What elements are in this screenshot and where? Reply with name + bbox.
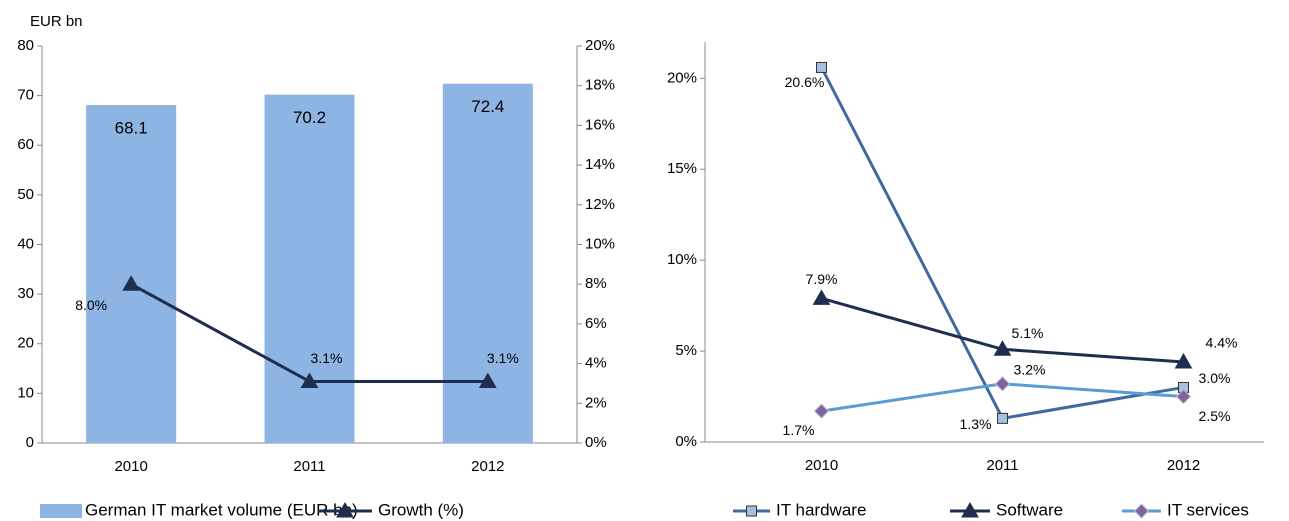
x-tick-label: 2011 [293,458,325,475]
marker [300,372,319,388]
bar [86,105,177,444]
value-label: 4.4% [1206,335,1238,351]
x-tick-label: 2012 [1167,457,1200,474]
y-tick-label: 10% [667,251,697,268]
y-tick-label: 20 [17,335,34,352]
legend-label: Growth (%) [378,500,464,519]
value-label: 1.3% [960,416,992,432]
y2-tick-label: 6% [585,315,607,332]
y-tick-label: 30 [17,285,34,302]
value-label: 7.9% [806,271,838,287]
value-label: 3.1% [487,350,519,366]
value-label: 3.2% [1014,362,1046,378]
x-tick-label: 2010 [805,457,838,474]
value-label: 5.1% [1012,325,1044,341]
y-tick-label: 0 [26,434,34,451]
value-label: 68.1 [115,119,148,138]
legend-label: German IT market volume (EUR bn) [85,500,358,519]
marker [994,376,1011,392]
marker [993,340,1012,356]
value-label: 2.5% [1199,408,1231,424]
value-label: 1.7% [783,422,815,438]
y-tick-label: 5% [675,342,697,359]
marker [812,289,831,305]
y2-tick-label: 2% [585,394,607,411]
marker [122,275,141,291]
y-tick-label: 20% [667,69,697,86]
marker [1174,352,1193,369]
marker [816,61,827,73]
y2-tick-label: 14% [585,156,615,173]
x-tick-label: 2012 [471,458,504,475]
y2-tick-label: 0% [585,434,607,451]
y-tick-label: 80 [17,37,34,54]
y2-tick-label: 12% [585,196,615,213]
legend-marker [336,501,354,518]
value-label: 3.1% [311,350,343,366]
series-line [820,66,1184,421]
legend-label: Software [996,500,1063,519]
y-tick-label: 40 [17,235,34,252]
legend-marker [1133,503,1150,519]
value-label: 70.2 [293,108,326,127]
legend-label: IT services [1167,500,1249,519]
legend-swatch [40,504,82,518]
value-label: 20.6% [785,74,825,90]
value-label: 3.0% [1199,370,1231,386]
bar [442,83,533,443]
y2-tick-label: 10% [585,235,615,252]
marker [1175,388,1192,405]
y-tick-label: 70 [17,87,34,104]
legend-label: IT hardware [776,500,866,519]
x-tick-label: 2010 [114,458,147,475]
y-tick-label: 50 [17,186,34,203]
y-axis-label: EUR bn [30,13,83,30]
bar [264,94,355,443]
y2-tick-label: 4% [585,355,607,372]
legend-marker [746,505,757,517]
y-tick-label: 60 [17,136,34,153]
value-label: 8.0% [75,297,107,313]
y-tick-label: 15% [667,160,697,177]
y-tick-label: 10 [17,384,34,401]
y2-tick-label: 16% [585,116,615,133]
marker [997,412,1008,424]
y-tick-label: 0% [675,433,697,450]
marker [478,372,497,388]
y2-tick-label: 18% [585,77,615,94]
value-label: 72.4 [471,97,504,116]
x-tick-label: 2011 [986,457,1018,474]
marker [813,403,830,419]
y2-tick-label: 20% [585,37,615,54]
legend-marker [961,501,979,518]
y2-tick-label: 8% [585,275,607,292]
